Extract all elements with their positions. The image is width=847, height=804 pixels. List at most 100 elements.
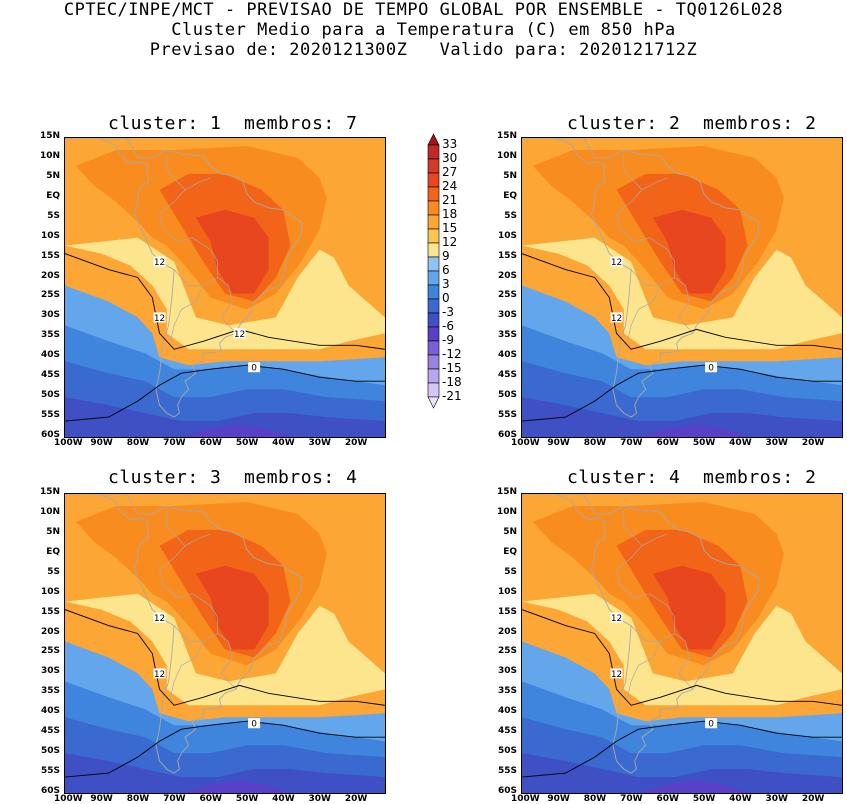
panel-title: cluster: 2 membros: 2 (567, 113, 817, 134)
country-border (217, 633, 237, 690)
colorbar-tick-label: 30 (442, 151, 458, 165)
latitude-tick-label: 45S (497, 370, 517, 381)
temperature-band (181, 781, 291, 793)
contour-label: 12 (154, 258, 165, 268)
header-line-2: Cluster Medio para a Temperatura (C) em … (171, 20, 676, 40)
temperature-band-9-12 (522, 237, 842, 350)
temperature-band-9-12 (522, 593, 842, 706)
contour-label: 0 (708, 364, 714, 374)
contour-line-12 (522, 253, 842, 350)
latitude-tick-label: 15S (40, 606, 60, 617)
longitude-tick-label: 50W (235, 438, 259, 448)
contour-label: 12 (611, 670, 622, 680)
contour-label: 0 (251, 364, 257, 374)
longitude-tick-label: 60W (199, 438, 222, 448)
map-area: 12 12 0 (64, 493, 386, 794)
colorbar-tick-label: 0 (442, 291, 450, 305)
figure-header: CPTEC/INPE/MCT - PREVISAO DE TEMPO GLOBA… (0, 0, 847, 60)
latitude-tick-label: 55S (497, 766, 517, 777)
latitude-tick-label: 45S (40, 726, 60, 737)
colorbar-swatch (427, 368, 440, 384)
temperature-band-21-24 (195, 209, 269, 294)
country-border (627, 641, 661, 698)
latitude-tick-label: 15S (40, 250, 60, 261)
latitude-tick-label: 5N (503, 526, 517, 537)
latitude-tick-label: 35S (40, 686, 60, 697)
longitude-tick-label: 80W (126, 438, 150, 448)
contour-label: 12 (611, 314, 622, 324)
header-line-3: Previsao de: 2020121300Z Valido para: 20… (149, 40, 698, 60)
temperature-band-21-24 (652, 209, 726, 294)
longitude-tick-label: 90W (547, 794, 570, 804)
contour-line-0 (522, 720, 842, 778)
contour-line-12 (65, 253, 385, 350)
contour-label: 0 (251, 720, 257, 730)
colorbar-swatch (427, 242, 440, 258)
country-border (159, 177, 211, 242)
temperature-map: 12 12 0 (522, 138, 842, 437)
temperature-band (638, 425, 748, 437)
colorbar-tick-label: 15 (442, 221, 458, 235)
longitude-tick-label: 100W (54, 794, 83, 804)
country-border (630, 237, 676, 286)
latitude-tick-label: 10S (40, 586, 60, 597)
temperature-band (181, 425, 291, 437)
longitude-tick-label: 70W (620, 794, 643, 804)
longitude-tick-label: 20W (801, 438, 825, 448)
latitude-tick-label: 5N (46, 170, 60, 181)
temperature-band (65, 397, 385, 437)
colorbar-swatch (427, 172, 440, 188)
colorbar-tick-label: 21 (442, 193, 458, 207)
colorbar-swatch (427, 144, 440, 160)
colorbar-swatch (427, 186, 440, 202)
longitude-tick-label: 70W (163, 438, 186, 448)
longitude-tick-label: 60W (199, 794, 222, 804)
longitude-tick-label: 100W (54, 438, 83, 448)
colorbar-swatch (427, 158, 440, 174)
colorbar-swatch (427, 200, 440, 216)
colorbar-tick-label: 6 (442, 263, 450, 277)
longitude-tick-label: 60W (656, 438, 679, 448)
country-border (166, 153, 186, 191)
latitude-tick-label: 55S (497, 410, 517, 421)
longitude-tick-label: 50W (692, 794, 716, 804)
longitude-tick-label: 70W (620, 438, 643, 448)
country-border (627, 285, 661, 342)
colorbar-tick-label: -15 (442, 361, 462, 375)
latitude-tick-label: 30S (40, 666, 60, 677)
contour-label-bg (233, 328, 246, 339)
latitude-tick-label: EQ (46, 546, 60, 557)
longitude-tick-label: 40W (272, 438, 295, 448)
contour-label: 12 (154, 614, 165, 624)
latitude-tick-label: 20S (40, 270, 60, 281)
longitude-tick-label: 80W (583, 438, 607, 448)
country-border (623, 153, 643, 191)
temperature-band-9-12 (65, 237, 385, 350)
latitude-tick-label: 5N (503, 170, 517, 181)
latitude-tick-label: 50S (40, 390, 60, 401)
latitude-tick-label: 50S (497, 746, 517, 757)
contour-label-bg (610, 312, 623, 323)
temperature-band (638, 781, 748, 793)
map-area: 12 12 0 (521, 137, 843, 438)
temperature-band (522, 397, 842, 437)
country-border (159, 533, 211, 598)
colorbar-tick-label: 18 (442, 207, 458, 221)
coastline (65, 494, 302, 774)
longitude-tick-label: 40W (272, 794, 295, 804)
longitude-tick-label: 30W (765, 794, 788, 804)
latitude-tick-label: 50S (40, 746, 60, 757)
latitude-tick-label: EQ (503, 546, 517, 557)
latitude-tick-label: 10S (497, 586, 517, 597)
country-border (166, 509, 186, 547)
temperature-map: 12 12 12 0 (65, 138, 385, 437)
contour-label: 12 (154, 670, 165, 680)
latitude-tick-label: 15N (39, 131, 60, 141)
temperature-band (522, 753, 842, 793)
latitude-tick-label: 10S (497, 230, 517, 241)
map-area: 12 12 0 (521, 493, 843, 794)
panel-title: cluster: 1 membros: 7 (108, 113, 358, 134)
latitude-tick-label: 15S (497, 606, 517, 617)
latitude-tick-label: 10N (496, 150, 517, 161)
latitude-tick-label: 35S (497, 330, 517, 341)
